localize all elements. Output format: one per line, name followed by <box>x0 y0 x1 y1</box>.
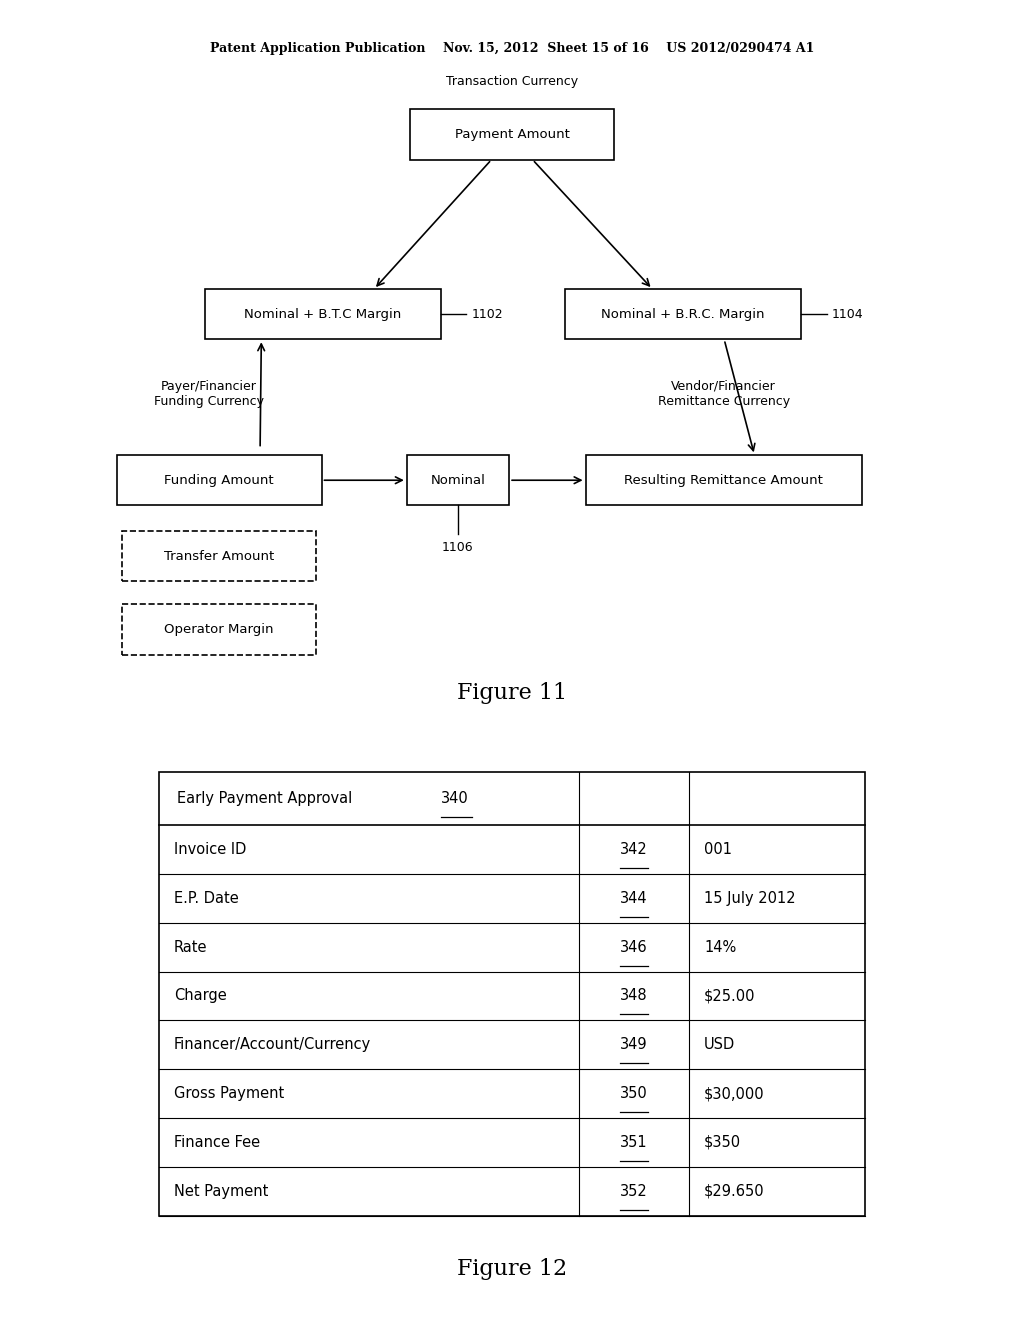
Text: Transaction Currency: Transaction Currency <box>445 75 579 88</box>
Text: 351: 351 <box>621 1135 648 1150</box>
Text: Nominal: Nominal <box>430 474 485 487</box>
Text: 349: 349 <box>621 1038 648 1052</box>
Text: 346: 346 <box>621 940 648 954</box>
Text: 15 July 2012: 15 July 2012 <box>705 891 796 906</box>
FancyBboxPatch shape <box>205 289 440 339</box>
Text: Vendor/Financier
Remittance Currency: Vendor/Financier Remittance Currency <box>657 380 790 408</box>
Text: Nominal + B.R.C. Margin: Nominal + B.R.C. Margin <box>601 308 765 321</box>
Text: 344: 344 <box>621 891 648 906</box>
Text: Rate: Rate <box>174 940 208 954</box>
Text: Funding Amount: Funding Amount <box>164 474 274 487</box>
Text: Gross Payment: Gross Payment <box>174 1086 285 1101</box>
Text: Finance Fee: Finance Fee <box>174 1135 260 1150</box>
Text: 348: 348 <box>621 989 648 1003</box>
Text: 1106: 1106 <box>442 541 474 554</box>
Text: Financer/Account/Currency: Financer/Account/Currency <box>174 1038 372 1052</box>
FancyBboxPatch shape <box>117 455 322 506</box>
Text: Figure 11: Figure 11 <box>457 682 567 704</box>
FancyBboxPatch shape <box>410 110 614 160</box>
Text: Invoice ID: Invoice ID <box>174 842 247 857</box>
Text: 340: 340 <box>441 791 469 807</box>
Text: Operator Margin: Operator Margin <box>165 623 273 636</box>
Bar <box>159 772 865 1216</box>
Text: Early Payment Approval: Early Payment Approval <box>177 791 352 807</box>
Text: Figure 12: Figure 12 <box>457 1258 567 1280</box>
Text: 1104: 1104 <box>831 308 863 321</box>
FancyBboxPatch shape <box>565 289 801 339</box>
Text: 352: 352 <box>620 1184 648 1199</box>
Text: Nominal + B.T.C Margin: Nominal + B.T.C Margin <box>244 308 401 321</box>
FancyBboxPatch shape <box>122 531 316 581</box>
Text: Payment Amount: Payment Amount <box>455 128 569 141</box>
Text: Transfer Amount: Transfer Amount <box>164 550 274 562</box>
FancyBboxPatch shape <box>586 455 862 506</box>
Text: Resulting Remittance Amount: Resulting Remittance Amount <box>625 474 823 487</box>
Text: E.P. Date: E.P. Date <box>174 891 239 906</box>
Text: Net Payment: Net Payment <box>174 1184 268 1199</box>
Text: $30,000: $30,000 <box>705 1086 765 1101</box>
Text: $350: $350 <box>705 1135 741 1150</box>
Text: Patent Application Publication    Nov. 15, 2012  Sheet 15 of 16    US 2012/02904: Patent Application Publication Nov. 15, … <box>210 42 814 55</box>
Text: 1102: 1102 <box>471 308 503 321</box>
Text: 350: 350 <box>620 1086 648 1101</box>
Text: Charge: Charge <box>174 989 227 1003</box>
FancyBboxPatch shape <box>407 455 509 506</box>
FancyBboxPatch shape <box>122 605 316 655</box>
Text: 14%: 14% <box>705 940 736 954</box>
Text: Payer/Financier
Funding Currency: Payer/Financier Funding Currency <box>154 380 264 408</box>
Text: $29.650: $29.650 <box>705 1184 765 1199</box>
Text: $25.00: $25.00 <box>705 989 756 1003</box>
Text: 342: 342 <box>620 842 648 857</box>
Text: 001: 001 <box>705 842 732 857</box>
Text: USD: USD <box>705 1038 735 1052</box>
